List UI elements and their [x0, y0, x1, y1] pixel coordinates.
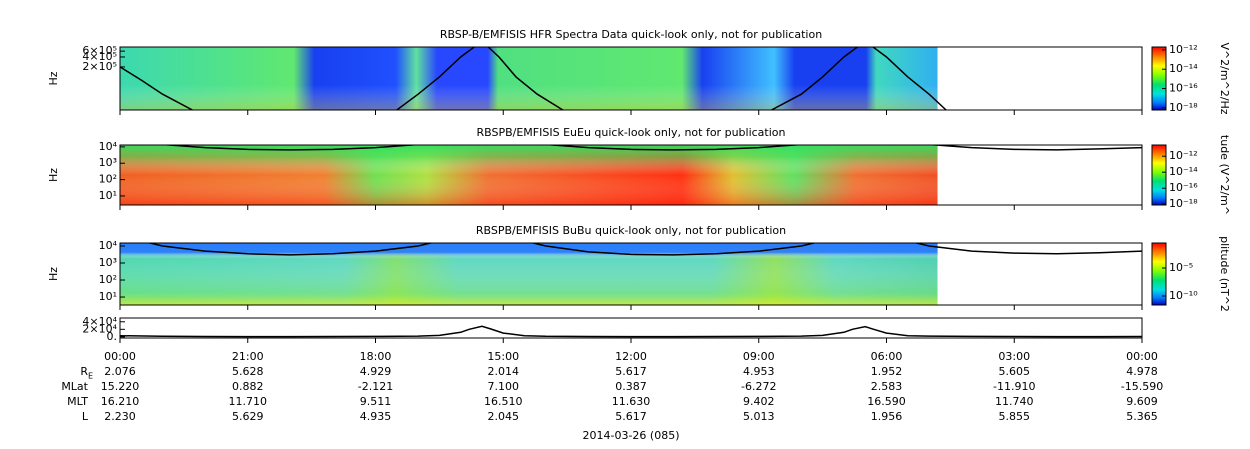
colorbar-label: tude (V^2/m^: [1218, 135, 1231, 215]
y-tick-label: 6×10⁵: [82, 44, 117, 57]
spectrogram-shading: [120, 243, 938, 305]
plot-frame: [119, 317, 1143, 339]
y-tick-label: 4×10⁵: [82, 50, 117, 63]
panel-title: RBSPB/EMFISIS EuEu quick-look only, not …: [476, 126, 785, 139]
ephemeris-value: 16.510: [484, 395, 523, 408]
y-axis-label: Hz: [47, 168, 60, 182]
ephemeris-value: 11.710: [229, 395, 268, 408]
panel-title: RBSP-B/EMFISIS HFR Spectra Data quick-lo…: [440, 28, 822, 41]
ephemeris-value: 11.630: [612, 395, 651, 408]
ephemeris-value: 15.220: [101, 380, 140, 393]
y-tick-label: 10²: [99, 273, 117, 286]
x-tick-label: 06:00: [871, 350, 903, 363]
colorbar-tick-label: 10⁻¹²: [1169, 43, 1198, 56]
colorbar-tick-label: 10⁻¹⁴: [1169, 165, 1198, 178]
y-tick-label: 10²: [99, 173, 117, 186]
ephemeris-value: 2.045: [488, 410, 520, 423]
y-tick-label: 10³: [99, 156, 117, 169]
colorbar-tick-label: 10⁻¹⁶: [1169, 181, 1198, 194]
ephemeris-value: -6.272: [741, 380, 776, 393]
ephemeris-value: 4.935: [360, 410, 392, 423]
ephemeris-label: R: [80, 365, 88, 378]
ephemeris-value: 7.100: [488, 380, 520, 393]
ephemeris-label: MLat: [61, 380, 88, 393]
x-axis-label: 2014-03-26 (085): [582, 429, 679, 442]
ephemeris-value: 0.387: [615, 380, 647, 393]
x-tick-label: 18:00: [360, 350, 392, 363]
x-tick-label: 00:00: [104, 350, 136, 363]
colorbar-tick-label: 10⁻¹⁸: [1169, 101, 1198, 114]
x-tick-label: 15:00: [487, 350, 519, 363]
ephemeris-value: 5.617: [615, 410, 647, 423]
ephemeris-value: 0.882: [232, 380, 264, 393]
ephemeris-value: 5.628: [232, 365, 264, 378]
x-tick-label: 12:00: [615, 350, 647, 363]
x-tick-label: 21:00: [232, 350, 264, 363]
data-line: [160, 145, 1142, 151]
panel-title: RBSPB/EMFISIS BuBu quick-look only, not …: [476, 224, 786, 237]
y-tick-label: 10⁴: [99, 239, 118, 252]
x-tick-label: 03:00: [998, 350, 1030, 363]
y-tick-label: 10³: [99, 256, 117, 269]
ephemeris-label: MLT: [67, 395, 88, 408]
ephemeris-value: 4.929: [360, 365, 392, 378]
x-tick-label: 09:00: [743, 350, 775, 363]
ephemeris-value: -2.121: [358, 380, 393, 393]
ephemeris-value: 2.014: [488, 365, 520, 378]
colorbar-label: V^2/m^2/Hz: [1218, 42, 1231, 114]
y-tick-label: 10¹: [99, 290, 117, 303]
ephemeris-value: -11.910: [993, 380, 1035, 393]
ephemeris-value: 9.402: [743, 395, 775, 408]
y-tick-label: 10¹: [99, 189, 117, 202]
ephemeris-value: 5.629: [232, 410, 264, 423]
colorbar-tick-label: 10⁻¹²: [1169, 149, 1198, 162]
spectrogram-shading: [120, 145, 938, 205]
colorbar-tick-label: 10⁻¹⁴: [1169, 62, 1198, 75]
ephemeris-value: 2.230: [104, 410, 136, 423]
ephemeris-label-subscript: E: [88, 372, 93, 381]
data-line: [146, 243, 1142, 256]
data-line: [120, 325, 1142, 338]
spectrogram-shading: [120, 47, 938, 110]
colorbar: [1151, 144, 1167, 206]
ephemeris-value: -15.590: [1121, 380, 1163, 393]
data-line: [120, 47, 947, 110]
colorbar-tick-label: 10⁻¹⁸: [1169, 197, 1198, 210]
colorbar-tick-label: 10⁻⁵: [1169, 261, 1193, 274]
ephemeris-value: 11.740: [995, 395, 1034, 408]
ephemeris-value: 5.855: [999, 410, 1031, 423]
y-tick-label: 2×10⁴: [82, 322, 117, 335]
ephemeris-value: 9.609: [1126, 395, 1158, 408]
ephemeris-value: 4.978: [1126, 365, 1158, 378]
y-tick-label: 2×10⁵: [82, 60, 117, 73]
ephemeris-value: 16.210: [101, 395, 140, 408]
x-tick-label: 00:00: [1126, 350, 1158, 363]
colorbar-tick-label: 10⁻¹⁶: [1169, 82, 1198, 95]
ephemeris-value: 4.953: [743, 365, 775, 378]
colorbar-label: plitude (nT^2: [1218, 236, 1231, 312]
y-tick-label: 0.: [107, 330, 118, 343]
y-tick-label: 4×10⁴: [82, 315, 117, 328]
ephemeris-value: 2.076: [104, 365, 136, 378]
colorbar: [1151, 242, 1167, 306]
ephemeris-value: 16.590: [867, 395, 906, 408]
y-tick-label: 10⁴: [99, 140, 118, 153]
colorbar: [1151, 46, 1167, 111]
ephemeris-value: 5.605: [999, 365, 1031, 378]
ephemeris-value: 5.013: [743, 410, 775, 423]
ephemeris-value: 5.617: [615, 365, 647, 378]
y-axis-label: Hz: [47, 267, 60, 281]
y-axis-label: Hz: [47, 71, 60, 85]
ephemeris-value: 5.365: [1126, 410, 1158, 423]
ephemeris-label: L: [82, 410, 89, 423]
ephemeris-value: 1.956: [871, 410, 903, 423]
ephemeris-value: 2.583: [871, 380, 903, 393]
colorbar-tick-label: 10⁻¹⁰: [1169, 289, 1198, 302]
ephemeris-value: 1.952: [871, 365, 903, 378]
ephemeris-value: 9.511: [360, 395, 392, 408]
